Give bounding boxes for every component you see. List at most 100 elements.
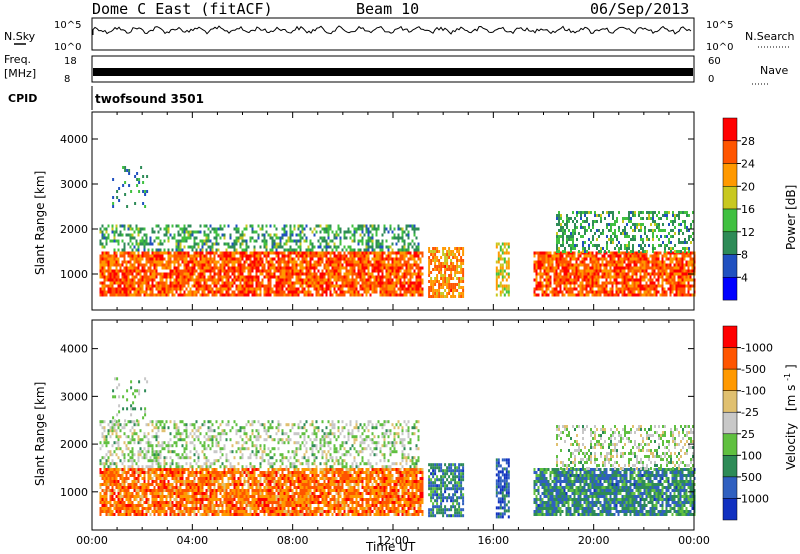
scatter-cell xyxy=(269,248,272,252)
scatter-cell xyxy=(145,471,148,474)
scatter-cell xyxy=(649,287,652,291)
scatter-cell xyxy=(495,281,498,285)
scatter-cell xyxy=(627,293,630,297)
scatter-cell xyxy=(125,281,128,285)
scatter-cell xyxy=(633,281,636,285)
scatter-cell xyxy=(295,278,298,282)
scatter-cell xyxy=(205,293,208,297)
scatter-cell xyxy=(257,260,260,264)
scatter-cell xyxy=(157,504,160,507)
scatter-cell xyxy=(117,513,120,516)
scatter-cell xyxy=(654,223,656,226)
scatter-cell xyxy=(635,278,638,282)
scatter-cell xyxy=(403,290,406,294)
scatter-cell xyxy=(263,293,266,297)
scatter-cell xyxy=(341,254,344,258)
scatter-cell xyxy=(621,284,624,288)
scatter-cell xyxy=(141,254,144,258)
scatter-cell xyxy=(129,287,132,291)
scatter-cell xyxy=(253,290,256,294)
scatter-cell xyxy=(335,263,338,267)
scatter-cell xyxy=(315,284,318,288)
scatter-cell xyxy=(203,239,206,243)
scatter-cell xyxy=(257,224,260,228)
scatter-cell xyxy=(211,260,214,264)
scatter-cell xyxy=(247,275,250,279)
scatter-cell xyxy=(669,269,672,273)
scatter-cell xyxy=(187,233,190,237)
scatter-cell xyxy=(501,278,504,282)
scatter-cell xyxy=(643,275,646,279)
scatter-cell xyxy=(363,257,366,261)
scatter-cell xyxy=(213,254,216,258)
scatter-cell xyxy=(563,275,566,279)
scatter-cell xyxy=(127,498,130,501)
scatter-cell xyxy=(345,236,348,240)
scatter-cell xyxy=(99,266,102,270)
scatter-cell xyxy=(99,293,102,297)
scatter-cell xyxy=(191,269,194,273)
scatter-cell xyxy=(125,513,128,516)
scatter-cell xyxy=(109,293,112,297)
scatter-cell xyxy=(626,232,628,235)
scatter-cell xyxy=(105,239,108,243)
scatter-cell xyxy=(683,269,686,273)
scatter-cell xyxy=(569,275,572,279)
scatter-cell xyxy=(181,260,184,264)
scatter-cell xyxy=(137,471,140,474)
scatter-cell xyxy=(369,284,372,288)
scatter-cell xyxy=(625,281,628,285)
scatter-cell xyxy=(217,254,220,258)
scatter-cell xyxy=(137,260,140,264)
scatter-cell xyxy=(460,259,463,262)
nave-tick-top: 60 xyxy=(708,56,721,67)
scatter-cell xyxy=(297,293,300,297)
scatter-cell xyxy=(111,498,114,501)
scatter-cell xyxy=(671,269,674,273)
scatter-cell xyxy=(287,254,290,258)
scatter-cell xyxy=(293,257,296,261)
scatter-cell xyxy=(255,260,258,264)
scatter-cell xyxy=(107,254,110,258)
scatter-cell xyxy=(103,257,106,261)
scatter-cell xyxy=(201,266,204,270)
scatter-cell xyxy=(213,272,216,276)
scatter-cell xyxy=(99,257,102,261)
scatter-cell xyxy=(614,220,616,223)
scatter-cell xyxy=(645,284,648,288)
scatter-cell xyxy=(598,229,600,232)
scatter-cell xyxy=(663,272,666,276)
scatter-cell xyxy=(109,510,112,513)
scatter-cell xyxy=(227,269,230,273)
scatter-cell xyxy=(113,254,116,258)
scatter-cell xyxy=(113,287,116,291)
scatter-cell xyxy=(99,510,102,513)
scatter-cell xyxy=(533,290,536,294)
scatter-cell xyxy=(307,248,310,252)
scatter-cell xyxy=(329,284,332,288)
scatter-cell xyxy=(165,266,168,270)
scatter-cell xyxy=(555,293,558,297)
scatter-cell xyxy=(155,489,158,492)
scatter-cell xyxy=(684,223,686,226)
scatter-cell xyxy=(367,227,370,231)
scatter-cell xyxy=(367,254,370,258)
scatter-cell xyxy=(645,254,648,258)
scatter-cell xyxy=(201,278,204,282)
scatter-cell xyxy=(615,281,618,285)
scatter-cell xyxy=(217,287,220,291)
scatter-cell xyxy=(569,272,572,276)
scatter-cell xyxy=(125,272,128,276)
scatter-cell xyxy=(555,287,558,291)
scatter-cell xyxy=(251,266,254,270)
scatter-cell xyxy=(595,284,598,288)
scatter-cell xyxy=(301,272,304,276)
scatter-cell xyxy=(614,247,616,250)
scatter-cell xyxy=(247,263,250,267)
scatter-cell xyxy=(247,281,250,285)
scatter-cell xyxy=(139,230,142,234)
scatter-cell xyxy=(359,263,362,267)
scatter-cell xyxy=(141,263,144,267)
scatter-cell xyxy=(397,272,400,276)
scatter-cell xyxy=(507,257,510,261)
